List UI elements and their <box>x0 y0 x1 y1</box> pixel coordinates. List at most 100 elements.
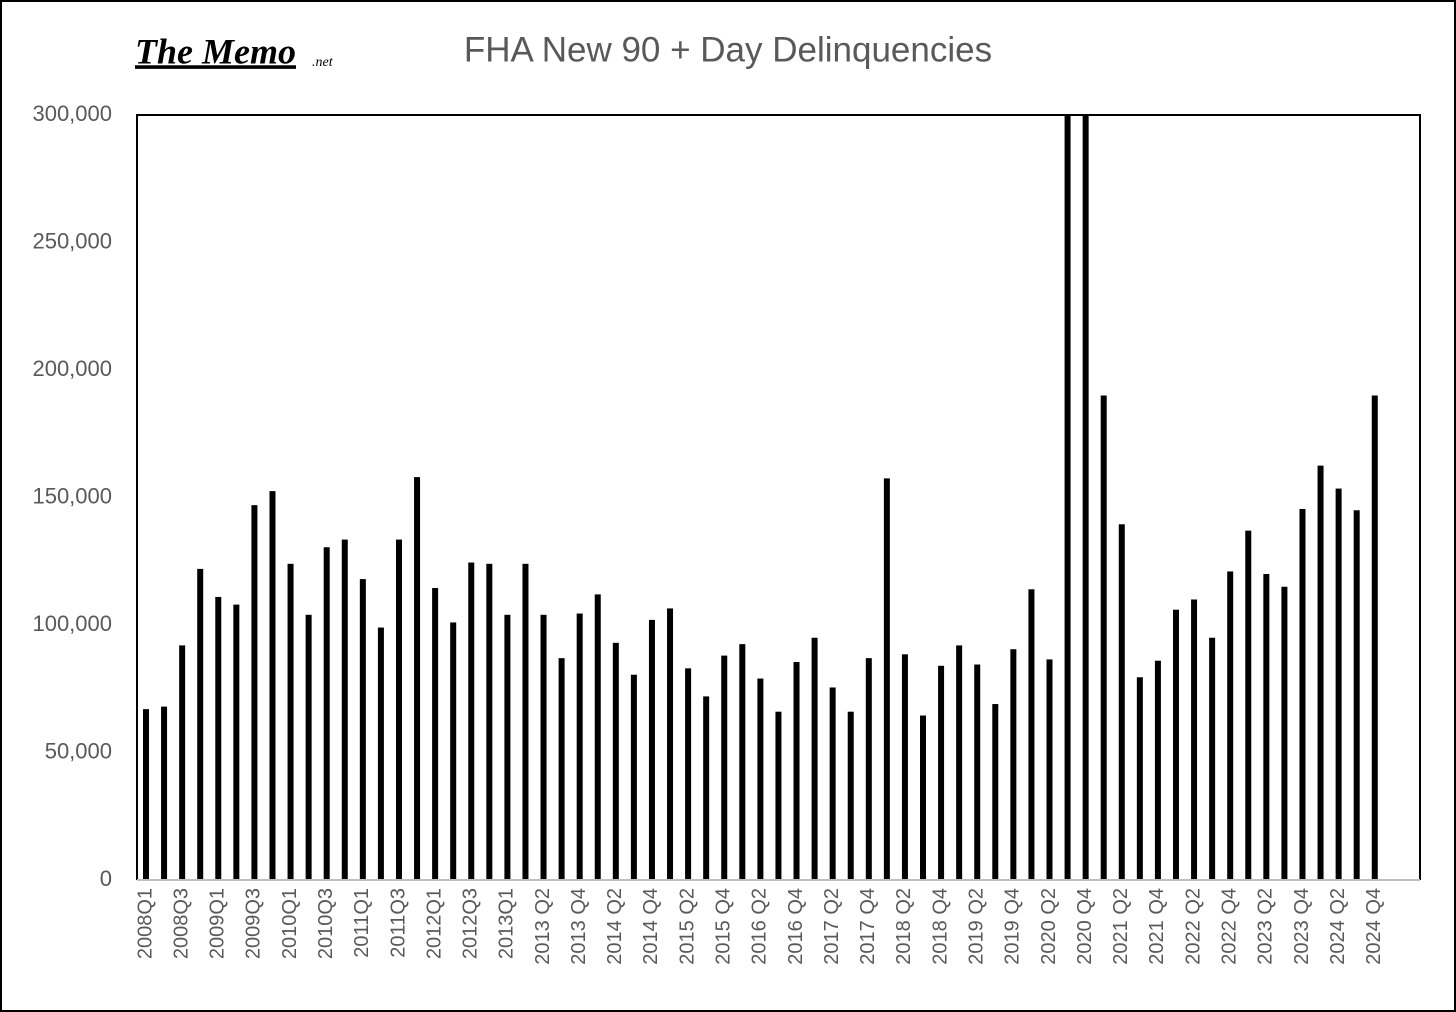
bar <box>1209 637 1216 880</box>
bar <box>974 664 981 880</box>
x-tick-label: 2012Q3 <box>460 888 482 959</box>
bar <box>558 658 565 880</box>
x-tick-label: 2013 Q4 <box>568 888 590 965</box>
bar <box>739 644 746 880</box>
bar <box>594 594 601 880</box>
x-tick-label: 2023 Q2 <box>1255 888 1277 965</box>
bar <box>359 579 366 880</box>
x-tick-label: 2019 Q4 <box>1002 888 1024 965</box>
bar <box>793 661 800 880</box>
x-tick-label: 2018 Q2 <box>893 888 915 965</box>
bar <box>540 614 547 880</box>
bar <box>179 645 186 880</box>
plot-frame <box>136 114 1421 880</box>
bar <box>938 665 945 880</box>
bar <box>233 604 240 880</box>
bar <box>1136 677 1143 880</box>
bar <box>1371 395 1378 880</box>
bar <box>757 678 764 880</box>
bar <box>287 563 294 880</box>
bar <box>341 539 348 880</box>
bar <box>703 696 710 880</box>
x-tick-label: 2008Q3 <box>170 888 192 959</box>
y-tick-label: 300,000 <box>32 101 112 126</box>
bar <box>685 668 692 880</box>
bar <box>468 562 475 880</box>
bar <box>612 642 619 880</box>
x-tick-label: 2012Q1 <box>423 888 445 959</box>
x-tick-label: 2010Q3 <box>315 888 337 959</box>
x-tick-label: 2021 Q4 <box>1146 888 1168 965</box>
logo-name: The Memo <box>135 31 296 71</box>
x-tick-label: 2021 Q2 <box>1110 888 1132 965</box>
bar <box>956 645 963 880</box>
x-tick-label: 2019 Q2 <box>966 888 988 965</box>
x-tick-label: 2013 Q2 <box>532 888 554 965</box>
logo-suffix: .net <box>312 55 334 70</box>
chart-title: FHA New 90 + Day Delinquencies <box>464 30 992 69</box>
bar <box>1028 589 1035 880</box>
y-tick-label: 0 <box>100 866 112 891</box>
bar <box>1353 510 1360 880</box>
bar <box>377 627 384 880</box>
x-tick-label: 2009Q1 <box>207 888 229 959</box>
bar <box>667 608 674 880</box>
bar <box>920 715 927 880</box>
bar <box>432 588 439 880</box>
x-tick-label: 2024 Q2 <box>1327 888 1349 965</box>
bar <box>522 563 529 880</box>
bar <box>305 614 312 880</box>
bar <box>1227 571 1234 880</box>
y-tick-label: 150,000 <box>32 483 112 508</box>
x-tick-label: 2015 Q2 <box>676 888 698 965</box>
bar <box>1064 115 1071 880</box>
bar <box>811 637 818 880</box>
x-tick-label: 2022 Q4 <box>1218 888 1240 965</box>
x-tick-label: 2014 Q4 <box>640 888 662 965</box>
x-tick-label: 2017 Q2 <box>821 888 843 965</box>
bar <box>486 563 493 880</box>
bar <box>1317 465 1324 880</box>
x-tick-label: 2011Q3 <box>387 888 409 958</box>
bar <box>197 568 204 880</box>
bar <box>1281 586 1288 880</box>
x-tick-label: 2009Q3 <box>243 888 265 959</box>
bar <box>865 658 872 880</box>
bar <box>829 687 836 880</box>
bar <box>1154 660 1161 880</box>
bar <box>1010 649 1017 880</box>
x-tick-label: 2020 Q2 <box>1038 888 1060 965</box>
bar <box>1172 609 1179 880</box>
bar <box>1263 574 1270 880</box>
x-tick-label: 2016 Q4 <box>785 888 807 965</box>
bars <box>143 115 1378 880</box>
bar <box>1299 508 1306 880</box>
bar <box>901 654 908 880</box>
bar <box>1100 395 1107 880</box>
bar <box>721 655 728 880</box>
bar <box>323 547 330 880</box>
bar <box>1245 530 1252 880</box>
bar <box>992 704 999 880</box>
x-tick-label: 2022 Q2 <box>1182 888 1204 965</box>
x-tick-label: 2024 Q4 <box>1363 888 1385 965</box>
y-tick-label: 250,000 <box>32 228 112 253</box>
x-tick-label: 2023 Q4 <box>1291 888 1313 965</box>
bar <box>576 613 583 880</box>
bar <box>395 539 402 880</box>
bar <box>215 596 222 880</box>
x-tick-label: 2008Q1 <box>134 888 156 959</box>
bar <box>1082 115 1089 880</box>
bar <box>269 491 276 880</box>
bar <box>1118 524 1125 880</box>
x-tick-label: 2010Q1 <box>279 888 301 959</box>
bar <box>847 711 854 880</box>
bar <box>251 505 258 880</box>
bar <box>450 622 457 880</box>
x-tick-label: 2013Q1 <box>496 888 518 959</box>
bar <box>648 619 655 880</box>
bar <box>883 478 890 880</box>
bar <box>143 709 149 880</box>
bar <box>775 711 782 880</box>
